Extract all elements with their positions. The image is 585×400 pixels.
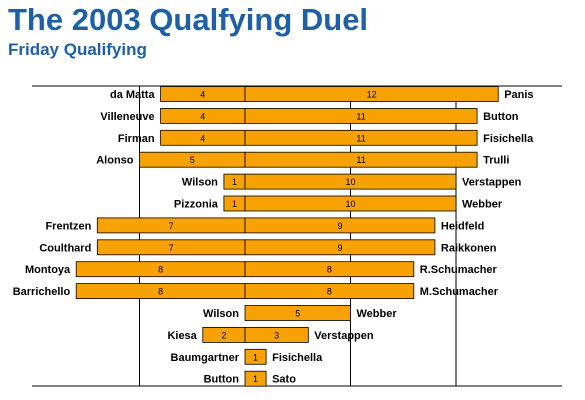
value-label-left-4: 1 [232,177,237,187]
driver-name-left-13: Button [204,374,240,386]
value-label-right-1: 11 [356,111,365,121]
bar-right-4 [244,173,457,190]
driver-labels: da Matta Panis Villeneuve Button Firman Fisic… [13,89,534,386]
bar-right-12 [244,348,267,365]
bars: 4 124 114 115 111 101 107 97 98 88 852 311 [75,86,499,387]
bar-right-2 [244,129,478,146]
driver-name-right-6: Heidfeld [441,220,484,232]
driver-name-left-6: Frentzen [45,220,91,232]
driver-name-left-1: Villeneuve [100,111,154,123]
value-label-right-7: 9 [337,243,342,253]
driver-name-left-12: Baumgartner [171,352,240,364]
bar-right-8 [244,261,415,278]
value-label-left-1: 4 [200,111,205,121]
value-label-right-13: 1 [253,374,258,384]
value-label-right-9: 8 [327,287,332,297]
bar-right-5 [244,195,457,212]
driver-name-right-10: Webber [357,308,398,320]
driver-name-left-4: Wilson [182,177,218,189]
bar-right-6 [244,217,436,234]
value-label-right-4: 10 [345,177,355,187]
bar-right-3 [244,151,478,168]
value-label-left-2: 4 [200,133,205,143]
value-label-left-7: 7 [169,243,174,253]
value-label-left-6: 7 [169,221,174,231]
value-label-left-9: 8 [158,287,163,297]
value-label-right-10: 5 [295,309,300,319]
driver-name-left-7: Coulthard [39,242,91,254]
bar-right-10 [244,305,351,321]
driver-name-right-12: Fisichella [272,352,323,364]
bar-right-11 [244,326,309,343]
value-label-left-0: 4 [200,90,205,100]
driver-name-left-0: da Matta [110,89,156,101]
driver-name-left-2: Firman [118,133,155,145]
driver-name-right-4: Verstappen [462,177,522,189]
value-label-right-12: 1 [253,352,258,362]
bar-right-9 [244,283,415,300]
value-label-left-11: 2 [221,330,226,340]
bar-right-13 [244,370,267,387]
bar-right-1 [244,108,478,124]
driver-name-right-2: Fisichella [483,133,534,145]
value-label-right-6: 9 [337,221,342,231]
driver-name-right-13: Sato [272,374,296,386]
driver-name-right-1: Button [483,111,519,123]
page-subtitle: Friday Qualifying [8,40,147,59]
value-label-right-0: 12 [367,90,377,100]
value-label-left-8: 8 [158,265,163,275]
driver-name-right-7: Raikkonen [441,242,497,254]
driver-name-left-5: Pizzonia [174,199,219,211]
value-label-left-5: 1 [232,199,237,209]
driver-name-left-8: Montoya [25,264,71,276]
value-label-left-3: 5 [190,155,195,165]
value-label-right-11: 3 [274,330,279,340]
driver-name-right-0: Panis [504,89,533,101]
driver-name-left-9: Barrichello [13,286,71,298]
driver-name-left-11: Kiesa [167,330,197,342]
value-label-right-8: 8 [327,265,332,275]
bar-right-0 [244,86,499,102]
value-label-right-5: 10 [345,199,355,209]
value-label-right-3: 11 [356,155,365,165]
bar-right-7 [244,239,436,256]
page-title: The 2003 Qualfying Duel [8,2,369,37]
driver-name-left-10: Wilson [203,308,239,320]
driver-name-right-11: Verstappen [314,330,374,342]
driver-name-left-3: Alonso [96,155,134,167]
driver-name-right-8: R.Schumacher [420,264,498,276]
driver-name-right-9: M.Schumacher [420,286,499,298]
driver-name-right-3: Trulli [483,155,509,167]
value-label-right-2: 11 [356,133,365,143]
driver-name-right-5: Webber [462,199,503,211]
